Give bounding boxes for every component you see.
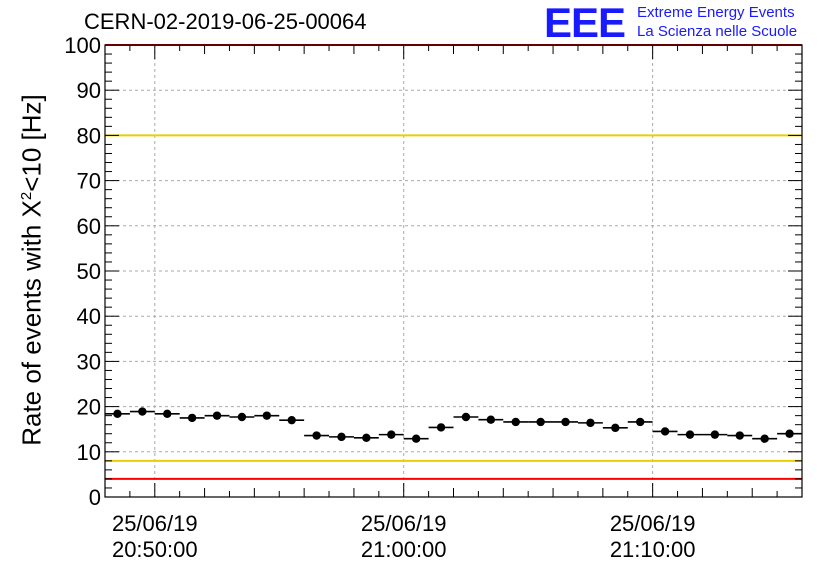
data-point bbox=[685, 430, 695, 439]
y-tick-label: 0 bbox=[89, 485, 101, 510]
y-tick-label: 40 bbox=[77, 304, 101, 329]
data-point bbox=[760, 434, 769, 443]
eee-logo: EEE bbox=[544, 0, 626, 46]
data-point bbox=[337, 432, 346, 442]
data-point bbox=[212, 411, 222, 420]
data-point bbox=[387, 430, 396, 439]
data-point bbox=[586, 418, 595, 428]
data-point bbox=[561, 417, 570, 427]
data-point bbox=[187, 413, 197, 423]
data-point bbox=[411, 434, 421, 443]
x-tick-label-date: 25/06/19 bbox=[112, 511, 198, 536]
data-point bbox=[113, 409, 122, 419]
data-point bbox=[785, 429, 794, 438]
data-point bbox=[660, 427, 670, 436]
data-point bbox=[163, 409, 172, 419]
y-tick-label: 20 bbox=[77, 395, 101, 420]
y-tick-label: 100 bbox=[64, 33, 101, 58]
logo-caption-line2: La Scienza nelle Scuole bbox=[637, 23, 798, 40]
x-tick-label-time: 21:00:00 bbox=[361, 537, 447, 562]
data-point bbox=[536, 417, 545, 427]
y-tick-label: 50 bbox=[77, 259, 101, 284]
y-tick-label: 60 bbox=[77, 214, 101, 239]
data-point bbox=[287, 415, 296, 425]
x-tick-label-time: 20:50:00 bbox=[112, 537, 198, 562]
logo-caption-line1: Extreme Energy Events bbox=[637, 4, 795, 21]
data-point bbox=[635, 417, 645, 427]
data-point bbox=[735, 431, 744, 440]
data-point bbox=[436, 423, 446, 432]
data-point bbox=[710, 430, 720, 439]
logo-caption: Extreme Energy Events La Scienza nelle S… bbox=[637, 3, 797, 41]
x-tick-label-date: 25/06/19 bbox=[610, 511, 696, 536]
data-point bbox=[611, 423, 620, 433]
data-point bbox=[461, 412, 471, 422]
y-tick-label: 10 bbox=[77, 440, 101, 465]
data-point bbox=[511, 417, 520, 427]
y-tick-label: 30 bbox=[77, 349, 101, 374]
data-point bbox=[362, 433, 371, 442]
x-tick-label-time: 21:10:00 bbox=[610, 537, 696, 562]
data-point bbox=[312, 431, 321, 440]
data-point bbox=[486, 415, 496, 424]
y-tick-label: 80 bbox=[77, 123, 101, 148]
y-tick-label: 90 bbox=[77, 78, 101, 103]
data-point bbox=[138, 407, 147, 416]
x-tick-label-date: 25/06/19 bbox=[361, 511, 447, 536]
run-title: CERN-02-2019-06-25-00064 bbox=[84, 9, 367, 34]
y-tick-label: 70 bbox=[77, 169, 101, 194]
data-point bbox=[237, 412, 247, 422]
data-point bbox=[262, 411, 272, 420]
